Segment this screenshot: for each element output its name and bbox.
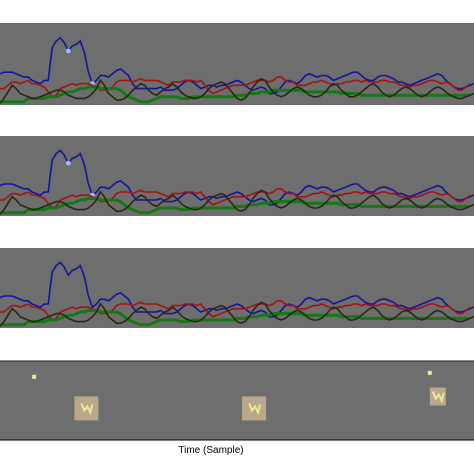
series-dark-line <box>0 189 474 215</box>
series-blue-line <box>0 149 474 206</box>
event-marker <box>427 370 432 375</box>
highlight-point <box>65 160 71 166</box>
signal-panels <box>0 23 474 328</box>
event-marker <box>32 374 37 379</box>
event-marker-glyph <box>248 403 262 416</box>
series-red-line <box>0 299 471 321</box>
event-marker-glyph <box>431 391 445 404</box>
panel-1 <box>0 23 474 105</box>
event-panel <box>0 360 474 441</box>
panel-background <box>0 248 474 328</box>
series-dark-line <box>0 301 474 327</box>
series-blue-line <box>0 261 474 318</box>
x-axis-label: Time (Sample) <box>178 445 243 456</box>
series-dark-line <box>0 77 474 104</box>
series-blue-line <box>0 36 474 95</box>
event-marker-glyph <box>80 403 94 416</box>
highlight-point <box>65 48 71 54</box>
series-red-line <box>0 188 471 209</box>
panel-2 <box>0 136 474 216</box>
panel-3 <box>0 248 474 328</box>
panel-background <box>0 23 474 105</box>
event-panel-background <box>0 361 474 440</box>
panel-background <box>0 136 474 216</box>
series-red-line <box>0 76 471 98</box>
